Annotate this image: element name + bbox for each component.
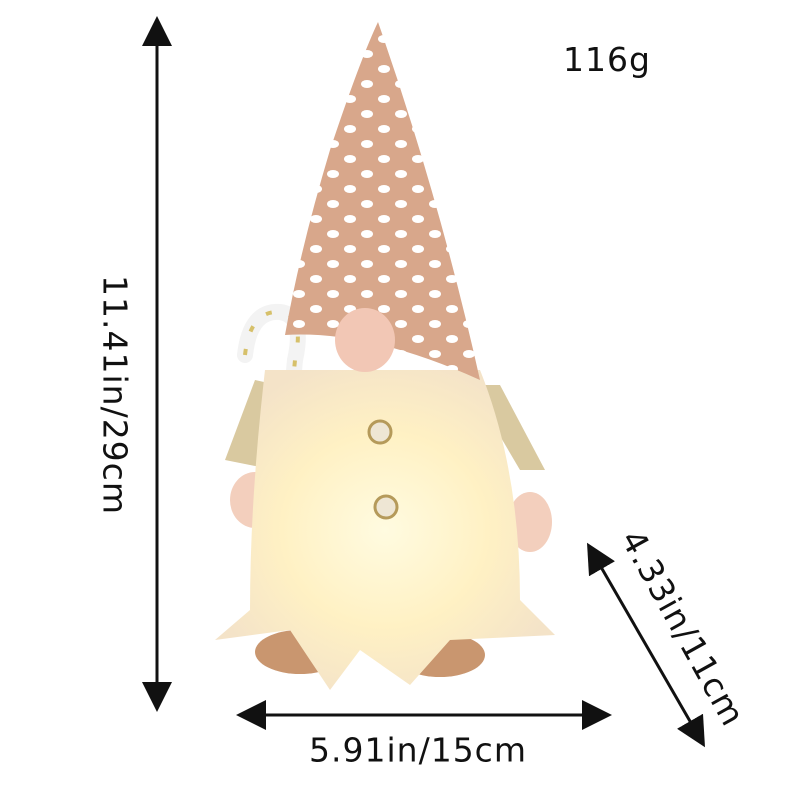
width-label: 5.91in/15cm — [309, 730, 527, 770]
button-top — [367, 419, 393, 445]
weight-label: 116g — [563, 40, 651, 79]
height-label: 11.41in/29cm — [95, 275, 135, 515]
depth-arrow — [587, 542, 705, 748]
button-bottom — [373, 494, 399, 520]
